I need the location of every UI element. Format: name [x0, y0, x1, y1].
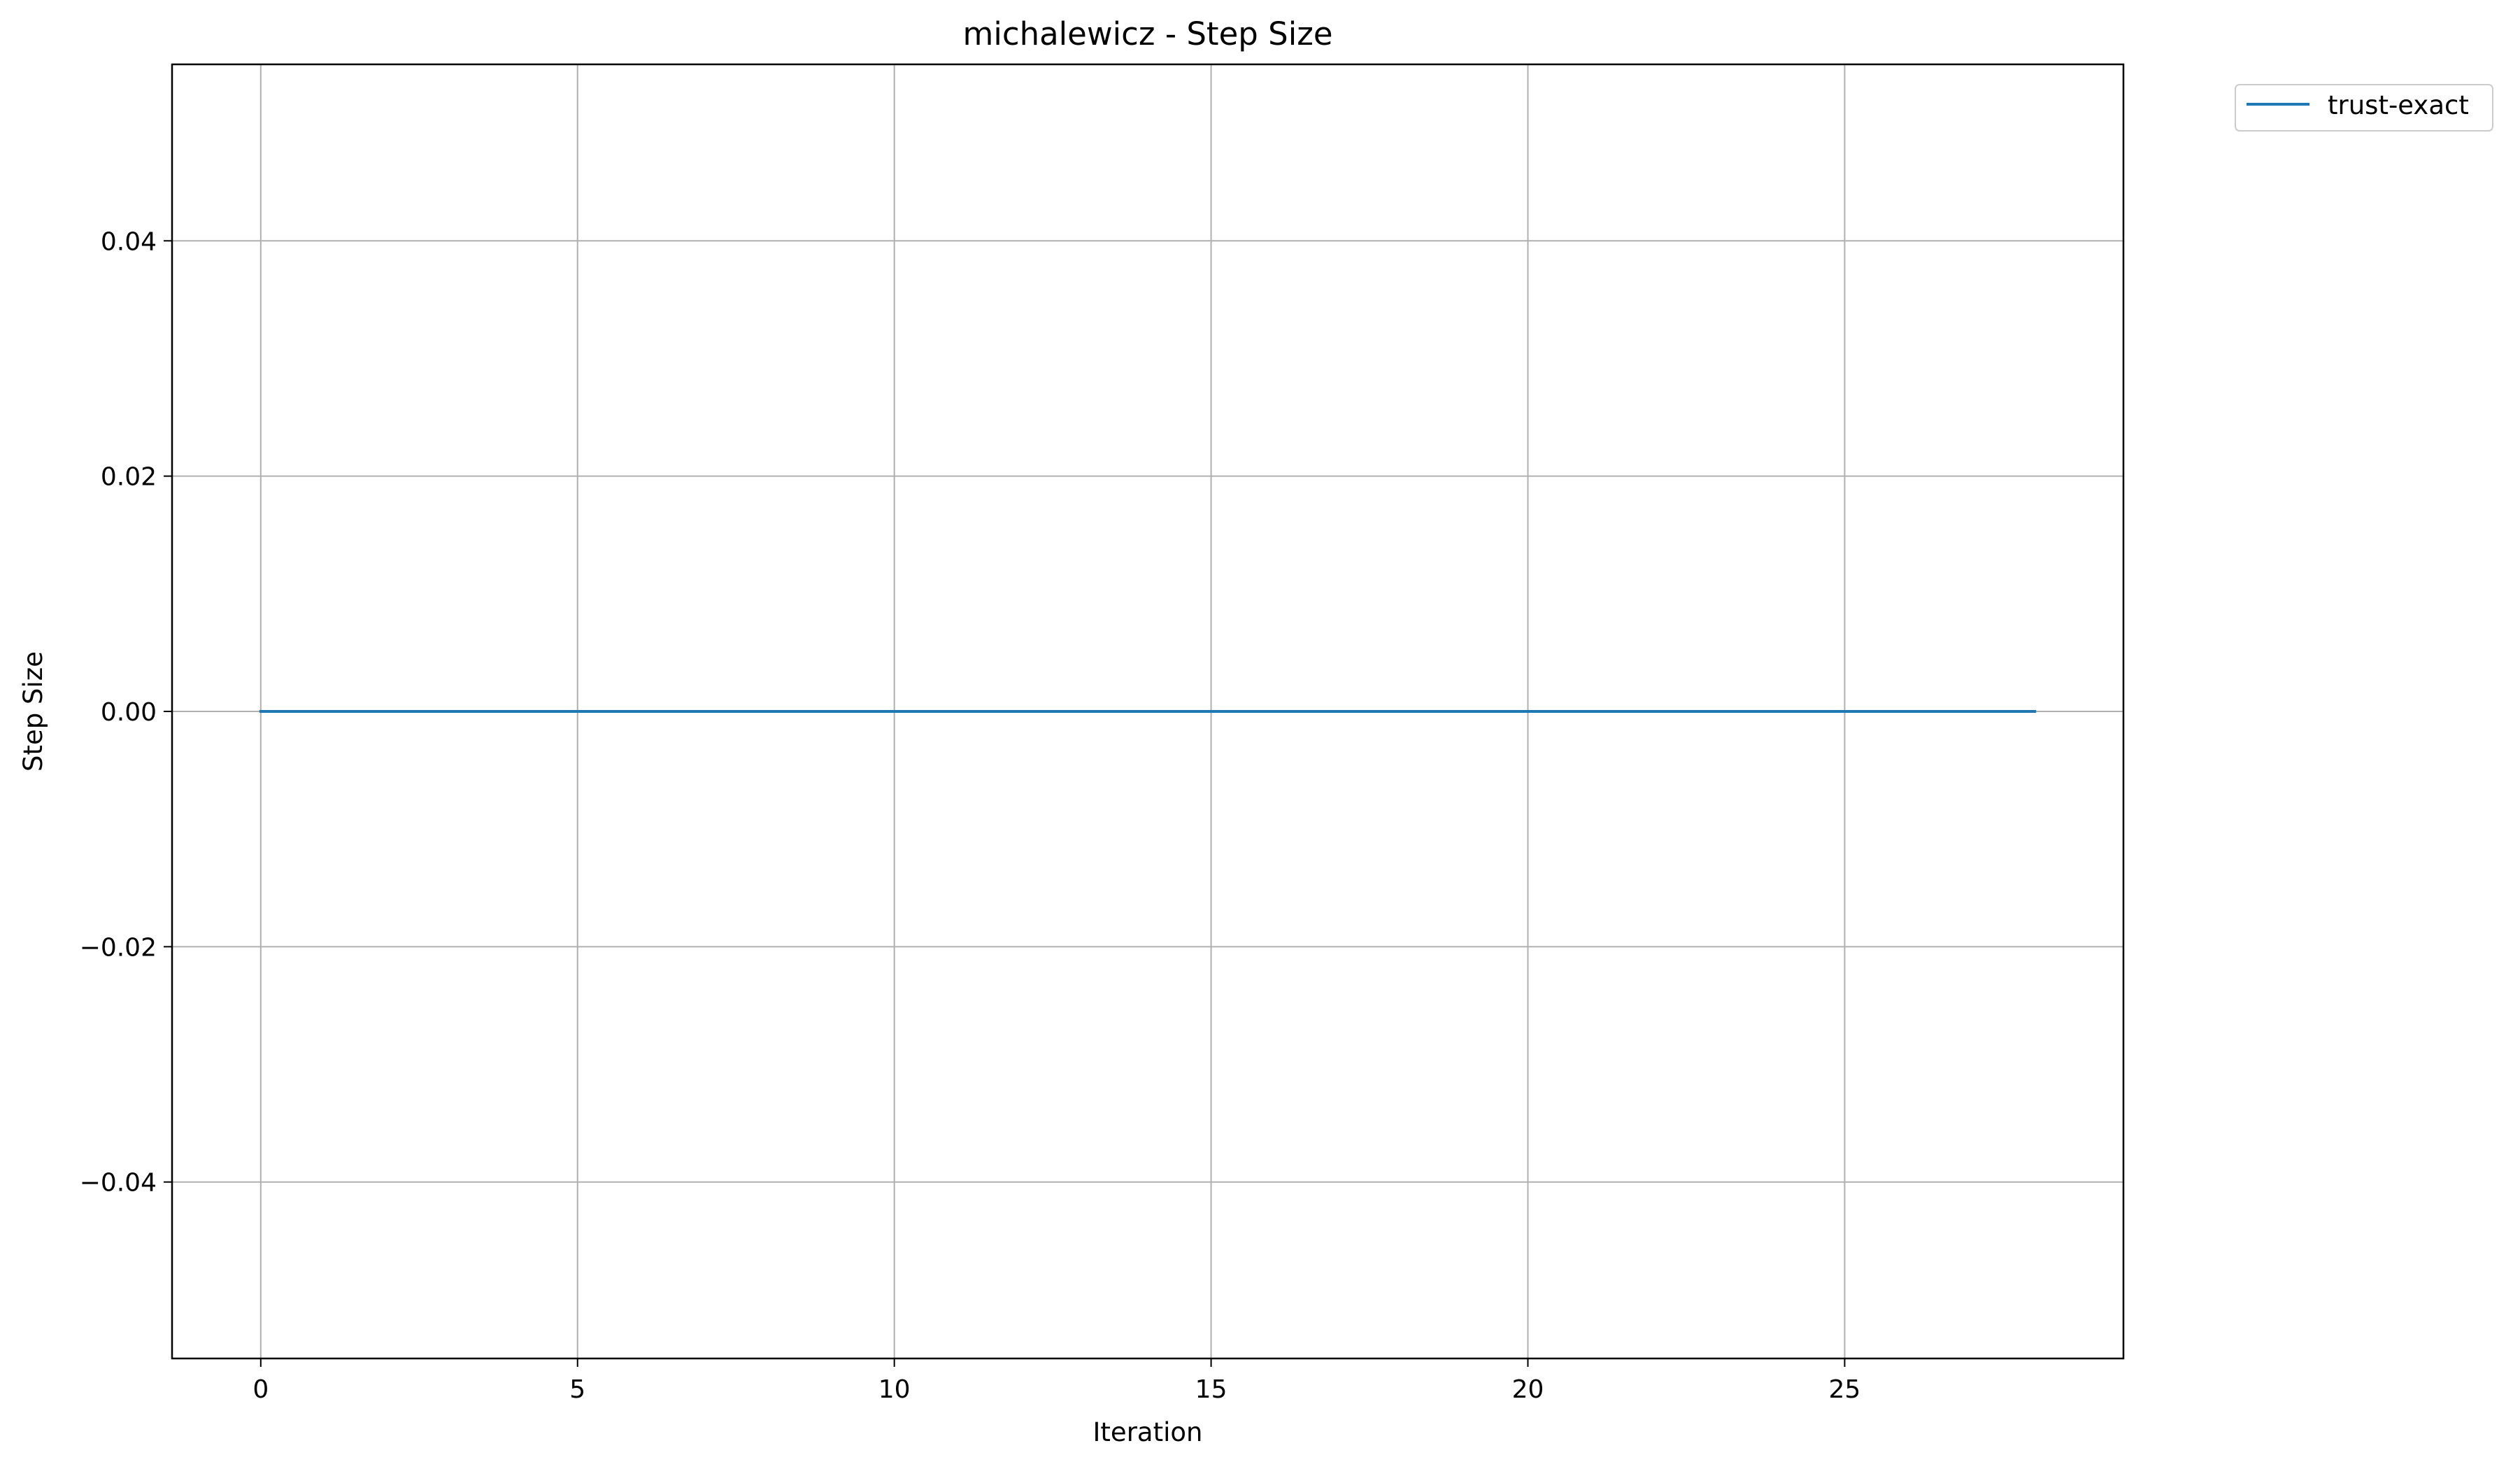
y-tick-label: 0.00	[101, 698, 157, 727]
x-axis-ticks: 0 5 10 15 20 25	[252, 1358, 1860, 1404]
y-tick-label: −0.04	[80, 1169, 157, 1198]
x-tick-label: 10	[878, 1375, 911, 1404]
y-axis-ticks: −0.04 −0.02 0.00 0.02 0.04	[80, 227, 172, 1198]
y-tick-label: 0.02	[101, 463, 157, 492]
legend: trust-exact	[2235, 84, 2493, 132]
legend-label-trust-exact: trust-exact	[2328, 90, 2469, 120]
y-tick-label: 0.04	[101, 227, 157, 256]
y-tick-label: −0.02	[80, 933, 157, 962]
x-tick-label: 15	[1195, 1375, 1227, 1404]
chart-title: michalewicz - Step Size	[962, 15, 1332, 52]
x-tick-label: 0	[252, 1375, 269, 1404]
x-tick-label: 20	[1512, 1375, 1544, 1404]
legend-box	[2235, 84, 2493, 132]
x-tick-label: 25	[1829, 1375, 1861, 1404]
x-tick-label: 5	[569, 1375, 585, 1404]
x-axis-label: Iteration	[1093, 1417, 1203, 1447]
y-axis-label: Step Size	[18, 651, 48, 772]
